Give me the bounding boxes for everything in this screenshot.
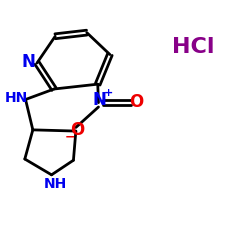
Text: HCl: HCl (172, 37, 215, 57)
Text: N: N (22, 53, 36, 71)
Text: HN: HN (5, 91, 28, 105)
Text: −: − (64, 131, 75, 144)
Text: O: O (70, 121, 84, 139)
Text: +: + (104, 88, 113, 99)
Text: O: O (130, 93, 144, 111)
Text: NH: NH (44, 177, 67, 191)
Text: N: N (93, 91, 106, 109)
